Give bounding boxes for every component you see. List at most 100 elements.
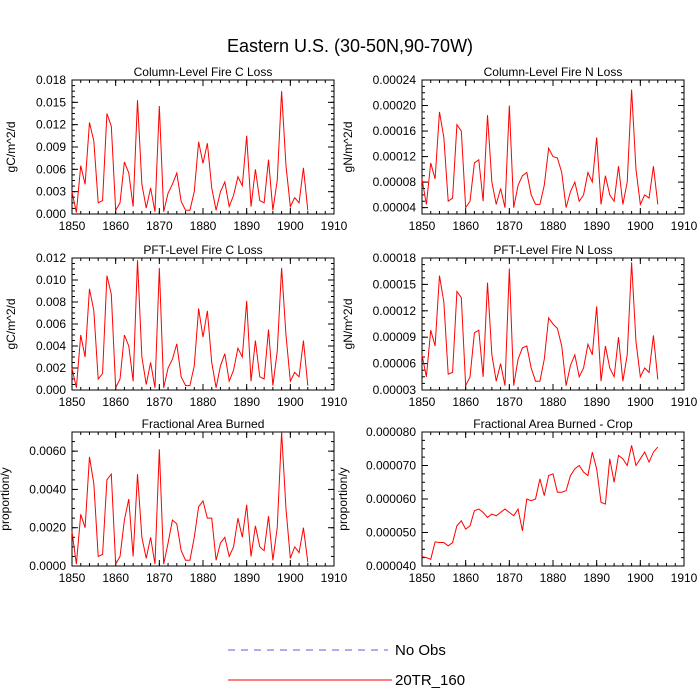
chart-panel-3: PFT-Level Fire C Loss gC/m^2/d 1850 1860 187… bbox=[4, 243, 348, 409]
y-tick-label: 0.004 bbox=[36, 339, 66, 353]
main-title: Eastern U.S. (30-50N,90-70W) bbox=[227, 36, 473, 56]
y-tick-label: 0.006 bbox=[36, 317, 66, 331]
x-tick-label: 1870 bbox=[496, 219, 523, 233]
chart-panel-1: Column-Level Fire C Loss gC/m^2/d 1850 1860… bbox=[4, 65, 348, 233]
chart-panel-5: Fractional Area Burned proportion/y 1850 18… bbox=[0, 417, 348, 585]
x-tick-label: 1860 bbox=[452, 395, 479, 409]
y-tick-label: 0.00009 bbox=[373, 330, 417, 344]
x-tick-label: 1900 bbox=[277, 219, 304, 233]
plot-frame bbox=[421, 79, 685, 215]
x-tick-label: 1860 bbox=[452, 571, 479, 585]
y-tick-label: 0.00018 bbox=[373, 251, 417, 265]
y-tick-label: 0.006 bbox=[36, 162, 66, 176]
chart-panel-2: Column-Level Fire N Loss gN/m^2/d 1850 1860… bbox=[341, 65, 698, 233]
x-tick-label: 1870 bbox=[146, 219, 173, 233]
x-tick-label: 1880 bbox=[540, 571, 567, 585]
y-tick-label: 0.012 bbox=[36, 251, 66, 265]
series-line-20tr-160 bbox=[421, 262, 659, 388]
panel-title: PFT-Level Fire C Loss bbox=[143, 243, 262, 257]
x-tick-label: 1900 bbox=[277, 571, 304, 585]
series-line-20tr-160 bbox=[71, 260, 309, 390]
y-tick-label: 0.00016 bbox=[373, 124, 417, 138]
x-tick-label: 1910 bbox=[671, 219, 698, 233]
chart-panel-6: Fractional Area Burned - Crop proportion/… bbox=[336, 417, 698, 585]
x-tick-label: 1860 bbox=[102, 219, 129, 233]
x-tick-label: 1870 bbox=[146, 571, 173, 585]
plot-frame bbox=[71, 257, 335, 391]
y-tick-label: 0.00004 bbox=[373, 201, 417, 215]
x-tick-label: 1900 bbox=[277, 395, 304, 409]
x-tick-label: 1850 bbox=[409, 219, 436, 233]
x-tick-label: 1860 bbox=[452, 219, 479, 233]
x-tick-label: 1870 bbox=[496, 395, 523, 409]
x-tick-label: 1880 bbox=[190, 571, 217, 585]
y-tick-label: 0.010 bbox=[36, 273, 66, 287]
panels-group: Column-Level Fire C Loss gC/m^2/d 1850 1860… bbox=[0, 65, 698, 585]
y-tick-label: 0.009 bbox=[36, 140, 66, 154]
x-tick-label: 1900 bbox=[627, 571, 654, 585]
y-tick-label: 0.000060 bbox=[366, 492, 416, 506]
y-tick-label: 0.000040 bbox=[366, 559, 416, 573]
y-axis-label: proportion/y bbox=[0, 467, 12, 530]
x-tick-label: 1900 bbox=[627, 395, 654, 409]
x-tick-label: 1880 bbox=[540, 219, 567, 233]
y-tick-label: 0.00003 bbox=[373, 383, 417, 397]
x-tick-label: 1860 bbox=[102, 571, 129, 585]
y-tick-label: 0.002 bbox=[36, 361, 66, 375]
y-tick-label: 0.003 bbox=[36, 185, 66, 199]
legend-label-no-obs: No Obs bbox=[395, 642, 446, 659]
legend: No Obs 20TR_160 bbox=[228, 642, 465, 689]
panel-title: PFT-Level Fire N Loss bbox=[493, 243, 612, 257]
x-tick-label: 1850 bbox=[409, 571, 436, 585]
y-axis-label: gC/m^2/d bbox=[4, 122, 18, 173]
y-tick-label: 0.018 bbox=[36, 73, 66, 87]
panel-title: Fractional Area Burned - Crop bbox=[473, 417, 633, 431]
y-axis-label: gC/m^2/d bbox=[4, 299, 18, 350]
y-axis-label: gN/m^2/d bbox=[341, 299, 355, 350]
x-tick-label: 1890 bbox=[233, 219, 260, 233]
x-tick-label: 1880 bbox=[540, 395, 567, 409]
y-tick-label: 0.0040 bbox=[29, 482, 66, 496]
chart-panel-4: PFT-Level Fire N Loss gN/m^2/d 1850 1860 187… bbox=[341, 243, 698, 409]
y-tick-label: 0.00012 bbox=[373, 150, 417, 164]
x-tick-label: 1860 bbox=[102, 395, 129, 409]
x-tick-label: 1870 bbox=[496, 571, 523, 585]
x-tick-label: 1910 bbox=[321, 395, 348, 409]
y-tick-label: 0.015 bbox=[36, 95, 66, 109]
series-line-20tr-160 bbox=[71, 431, 309, 566]
legend-label-20tr-160: 20TR_160 bbox=[395, 672, 465, 689]
x-tick-label: 1910 bbox=[671, 571, 698, 585]
x-tick-label: 1890 bbox=[583, 571, 610, 585]
y-tick-label: 0.012 bbox=[36, 118, 66, 132]
x-tick-label: 1850 bbox=[59, 219, 86, 233]
panel-title: Fractional Area Burned bbox=[142, 417, 265, 431]
x-tick-label: 1850 bbox=[59, 395, 86, 409]
y-tick-label: 0.000050 bbox=[366, 526, 416, 540]
x-tick-label: 1850 bbox=[59, 571, 86, 585]
plot-frame bbox=[71, 79, 335, 215]
series-line-20tr-160 bbox=[421, 89, 659, 210]
series-line-20tr-160 bbox=[71, 91, 309, 213]
y-tick-label: 0.000 bbox=[36, 207, 66, 221]
x-tick-label: 1910 bbox=[321, 571, 348, 585]
y-tick-label: 0.008 bbox=[36, 295, 66, 309]
y-tick-label: 0.00012 bbox=[373, 304, 417, 318]
series-line-20tr-160 bbox=[421, 445, 659, 560]
x-tick-label: 1850 bbox=[409, 395, 436, 409]
x-tick-label: 1900 bbox=[627, 219, 654, 233]
y-tick-label: 0.000080 bbox=[366, 425, 416, 439]
y-tick-label: 0.00015 bbox=[373, 277, 417, 291]
y-tick-label: 0.00008 bbox=[373, 175, 417, 189]
x-tick-label: 1870 bbox=[146, 395, 173, 409]
y-tick-label: 0.0060 bbox=[29, 444, 66, 458]
x-tick-label: 1890 bbox=[583, 395, 610, 409]
y-tick-label: 0.000 bbox=[36, 383, 66, 397]
x-tick-label: 1910 bbox=[321, 219, 348, 233]
x-tick-label: 1890 bbox=[233, 395, 260, 409]
y-tick-label: 0.00024 bbox=[373, 73, 417, 87]
y-axis-label: proportion/y bbox=[336, 467, 350, 530]
plot-frame bbox=[71, 431, 335, 567]
y-axis-label: gN/m^2/d bbox=[341, 122, 355, 173]
panel-title: Column-Level Fire C Loss bbox=[134, 65, 273, 79]
